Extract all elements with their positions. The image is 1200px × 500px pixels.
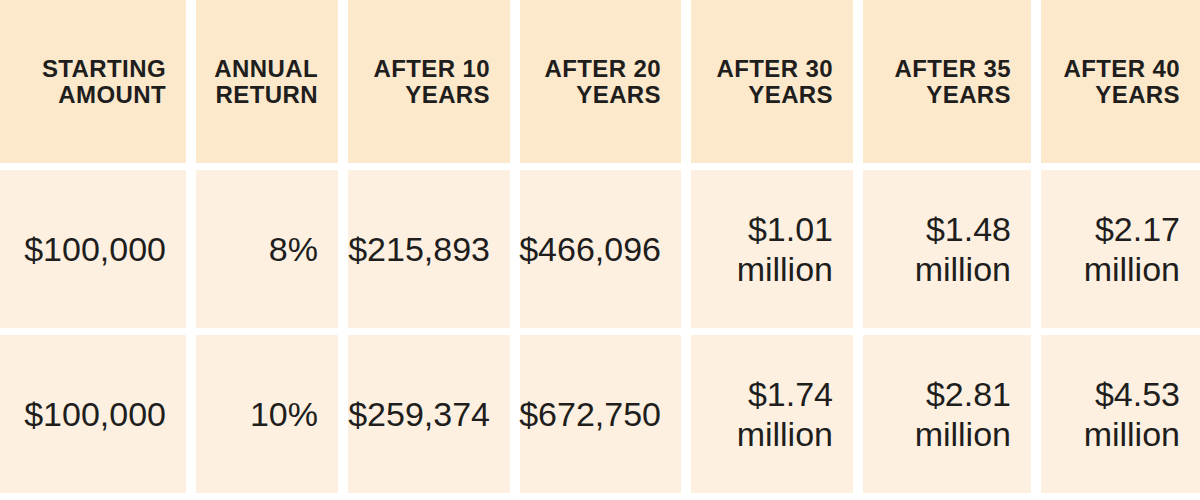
row1-annual-return: 8%	[196, 170, 338, 328]
row2-starting-amount: $100,000	[0, 335, 186, 493]
row1-after-20-years: $466,096	[520, 170, 681, 328]
row1-after-40-years: $2.17 million	[1041, 170, 1200, 328]
header-cell-after-35-years: AFTER 35 YEARS	[863, 0, 1031, 163]
row2-after-30-years: $1.74 million	[691, 335, 853, 493]
header-cell-after-30-years: AFTER 30 YEARS	[691, 0, 853, 163]
compound-interest-table: STARTING AMOUNT ANNUAL RETURN AFTER 10 Y…	[0, 0, 1200, 493]
row2-after-35-years: $2.81 million	[863, 335, 1031, 493]
header-cell-starting-amount: STARTING AMOUNT	[0, 0, 186, 163]
header-cell-after-10-years: AFTER 10 YEARS	[348, 0, 510, 163]
row1-starting-amount: $100,000	[0, 170, 186, 328]
row1-after-35-years: $1.48 million	[863, 170, 1031, 328]
compound-interest-table-canvas: STARTING AMOUNT ANNUAL RETURN AFTER 10 Y…	[0, 0, 1200, 500]
header-cell-after-40-years: AFTER 40 YEARS	[1041, 0, 1200, 163]
row2-after-40-years: $4.53 million	[1041, 335, 1200, 493]
header-cell-annual-return: ANNUAL RETURN	[196, 0, 338, 163]
row1-after-10-years: $215,893	[348, 170, 510, 328]
row1-after-30-years: $1.01 million	[691, 170, 853, 328]
row2-after-20-years: $672,750	[520, 335, 681, 493]
row2-after-10-years: $259,374	[348, 335, 510, 493]
row2-annual-return: 10%	[196, 335, 338, 493]
header-cell-after-20-years: AFTER 20 YEARS	[520, 0, 681, 163]
